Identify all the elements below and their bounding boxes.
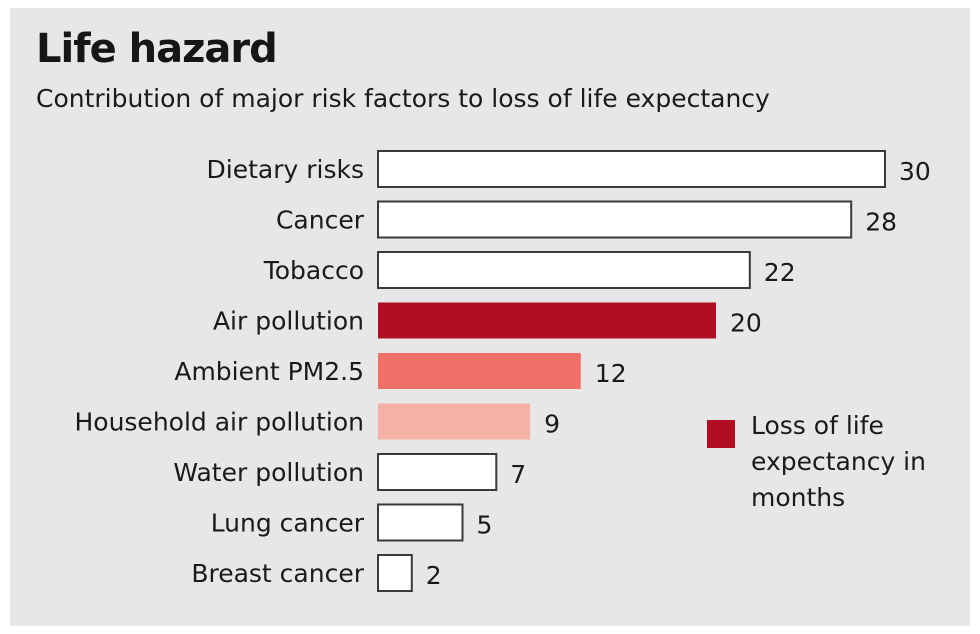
chart-subtitle: Contribution of major risk factors to lo…	[36, 84, 770, 113]
bars-group: Dietary risks 30 Cancer 28 Tobacco 22 Air poll…	[74, 150, 931, 592]
value-label-tobacco: 22	[764, 258, 796, 287]
value-label-ambient-pm2-5: 12	[595, 359, 627, 388]
category-label-dietary-risks: Dietary risks	[207, 155, 364, 184]
category-label-tobacco: Tobacco	[263, 256, 364, 285]
value-label-cancer: 28	[865, 208, 897, 237]
value-label-household-air-pollution: 9	[544, 410, 560, 439]
legend-swatch	[707, 420, 735, 448]
bar-cancer	[377, 200, 853, 239]
bar-water-pollution	[377, 453, 498, 491]
bar-air-pollution	[378, 302, 716, 339]
bar-lung-cancer	[377, 503, 464, 542]
value-label-air-pollution: 20	[730, 309, 762, 338]
category-label-air-pollution: Air pollution	[213, 307, 364, 336]
bar-tobacco	[377, 251, 751, 289]
value-label-dietary-risks: 30	[899, 157, 931, 186]
bar-ambient-pm2-5	[378, 353, 581, 389]
bar-breast-cancer	[377, 554, 413, 592]
bar-dietary-risks	[377, 150, 886, 188]
category-label-household-air-pollution: Household air pollution	[74, 408, 364, 437]
category-label-breast-cancer: Breast cancer	[191, 559, 364, 588]
category-label-water-pollution: Water pollution	[173, 458, 364, 487]
chart-title: Life hazard	[36, 26, 278, 72]
value-label-breast-cancer: 2	[426, 561, 442, 590]
legend-label: Loss of life expectancy in months	[751, 411, 926, 512]
value-label-lung-cancer: 5	[477, 511, 493, 540]
category-label-cancer: Cancer	[276, 206, 365, 235]
category-label-lung-cancer: Lung cancer	[211, 509, 365, 538]
bar-household-air-pollution	[378, 403, 531, 440]
value-label-water-pollution: 7	[510, 460, 526, 489]
category-label-ambient-pm2-5: Ambient PM2.5	[174, 357, 364, 386]
